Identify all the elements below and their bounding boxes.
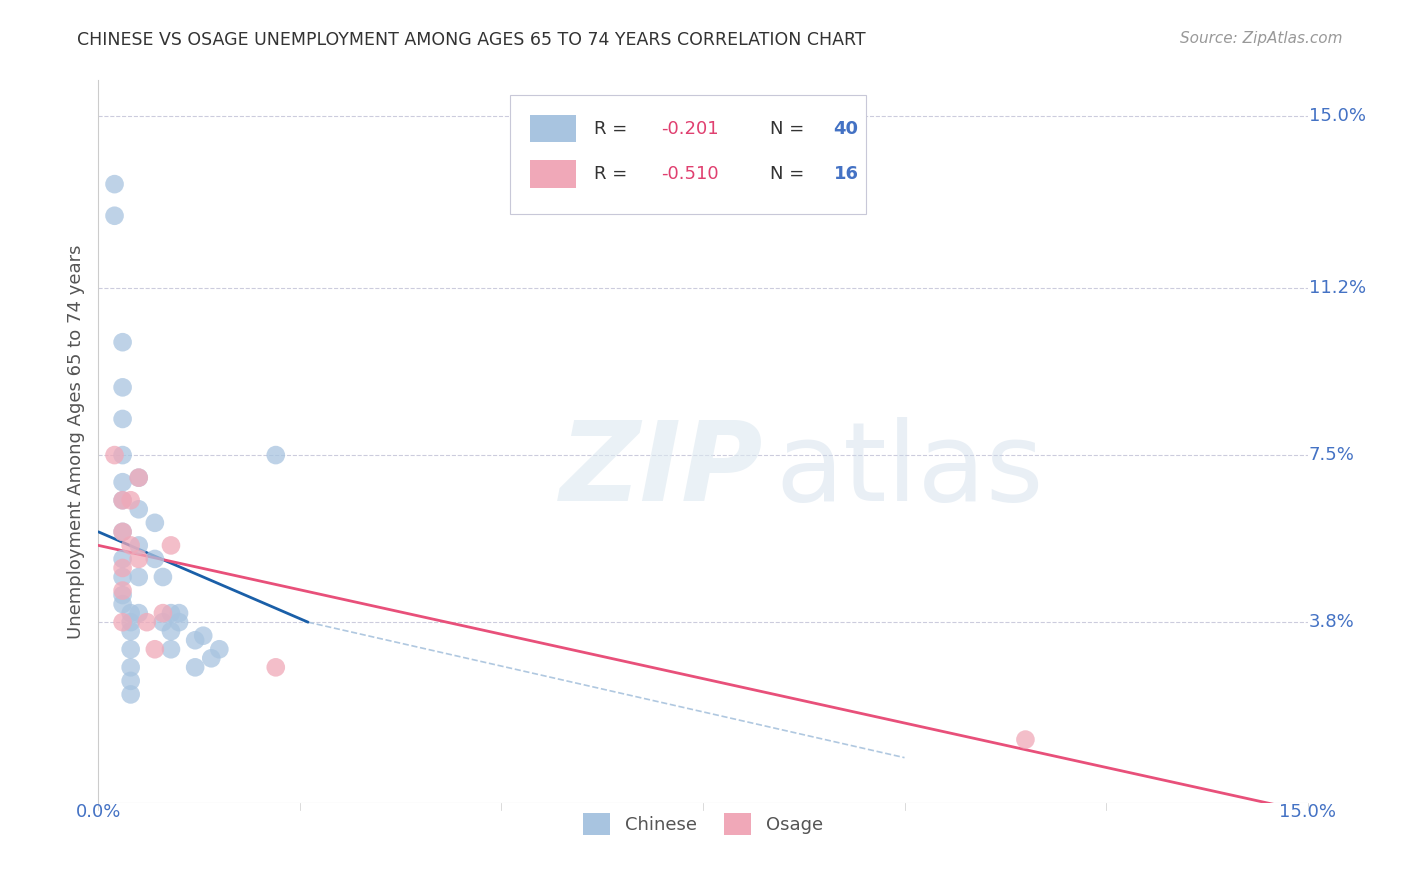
Point <box>128 538 150 552</box>
Point <box>128 570 150 584</box>
Text: atlas: atlas <box>776 417 1045 524</box>
Point <box>143 642 166 657</box>
Point <box>264 660 287 674</box>
Point <box>111 335 134 350</box>
Point <box>111 552 134 566</box>
Point <box>111 561 134 575</box>
Point <box>111 597 134 611</box>
Point <box>160 538 183 552</box>
FancyBboxPatch shape <box>530 115 576 143</box>
Text: 7.5%: 7.5% <box>1309 446 1354 464</box>
Text: 11.2%: 11.2% <box>1309 279 1365 297</box>
Point <box>111 412 134 426</box>
Point <box>111 493 134 508</box>
Point <box>128 502 150 516</box>
Text: 16: 16 <box>834 165 859 183</box>
Text: N =: N = <box>769 120 810 137</box>
Point <box>135 615 157 630</box>
FancyBboxPatch shape <box>509 95 866 214</box>
Point <box>160 606 183 620</box>
Text: -0.510: -0.510 <box>661 165 718 183</box>
Point <box>103 209 125 223</box>
Point <box>167 615 190 630</box>
Point <box>128 606 150 620</box>
Point <box>120 660 142 674</box>
Point <box>208 642 231 657</box>
Point <box>200 651 222 665</box>
Point <box>152 615 174 630</box>
Point <box>160 624 183 639</box>
Point <box>111 524 134 539</box>
Text: 3.8%: 3.8% <box>1309 613 1354 632</box>
Point <box>111 380 134 394</box>
Point <box>120 624 142 639</box>
Point <box>184 660 207 674</box>
Point <box>111 524 134 539</box>
Point <box>111 588 134 602</box>
Point <box>1014 732 1036 747</box>
Text: R =: R = <box>595 165 633 183</box>
Text: N =: N = <box>769 165 810 183</box>
Point <box>103 448 125 462</box>
Point <box>103 177 125 191</box>
Text: 15.0%: 15.0% <box>1309 107 1365 126</box>
Point <box>120 642 142 657</box>
Point <box>152 606 174 620</box>
Y-axis label: Unemployment Among Ages 65 to 74 years: Unemployment Among Ages 65 to 74 years <box>66 244 84 639</box>
Point <box>143 552 166 566</box>
Point <box>152 570 174 584</box>
Point <box>111 475 134 490</box>
Point <box>111 615 134 630</box>
Point <box>167 606 190 620</box>
Point <box>120 687 142 701</box>
Point <box>128 552 150 566</box>
Point <box>120 493 142 508</box>
Text: CHINESE VS OSAGE UNEMPLOYMENT AMONG AGES 65 TO 74 YEARS CORRELATION CHART: CHINESE VS OSAGE UNEMPLOYMENT AMONG AGES… <box>77 31 866 49</box>
Point <box>120 673 142 688</box>
Point <box>128 470 150 484</box>
Point <box>120 606 142 620</box>
Text: -0.201: -0.201 <box>661 120 718 137</box>
Point <box>120 615 142 630</box>
Point <box>193 629 215 643</box>
Point <box>160 642 183 657</box>
Point <box>111 583 134 598</box>
Text: 15.0%: 15.0% <box>1279 803 1336 821</box>
Point <box>264 448 287 462</box>
Text: R =: R = <box>595 120 633 137</box>
Text: ZIP: ZIP <box>560 417 763 524</box>
Point <box>184 633 207 648</box>
Legend: Chinese, Osage: Chinese, Osage <box>574 805 832 845</box>
Point <box>111 448 134 462</box>
Point <box>143 516 166 530</box>
Text: 40: 40 <box>834 120 859 137</box>
Point <box>120 538 142 552</box>
Point <box>111 493 134 508</box>
FancyBboxPatch shape <box>530 161 576 188</box>
Point <box>128 470 150 484</box>
Text: Source: ZipAtlas.com: Source: ZipAtlas.com <box>1180 31 1343 46</box>
Text: 0.0%: 0.0% <box>76 803 121 821</box>
Point <box>111 570 134 584</box>
